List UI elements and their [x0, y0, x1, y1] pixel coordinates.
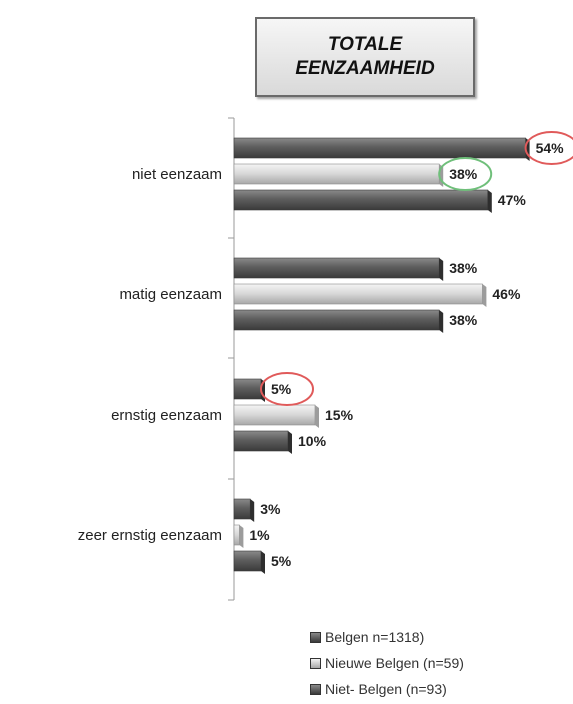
highlight-circle — [260, 372, 314, 406]
bar — [233, 257, 440, 279]
category-label: niet eenzaam — [132, 166, 222, 183]
data-label: 38% — [449, 260, 478, 276]
chart-title-box: TOTALE EENZAAMHEID — [255, 17, 475, 97]
data-label: 38% — [449, 166, 478, 182]
bar — [233, 137, 526, 159]
data-label: 5% — [271, 381, 292, 397]
category-label: ernstig eenzaam — [111, 407, 222, 424]
data-label: 1% — [249, 527, 270, 543]
highlight-circle — [524, 131, 573, 165]
bar — [233, 378, 262, 400]
bar — [233, 430, 289, 452]
legend-label: Nieuwe Belgen (n=59) — [325, 655, 464, 671]
data-label: 10% — [298, 433, 327, 449]
bar-side — [439, 258, 444, 281]
data-label: 15% — [325, 407, 354, 423]
bar-side — [439, 310, 444, 333]
category-label: zeer ernstig eenzaam — [78, 527, 222, 544]
data-label: 47% — [498, 192, 527, 208]
bar-side — [250, 499, 255, 522]
data-label: 5% — [271, 553, 292, 569]
bar — [233, 163, 440, 185]
bar-side — [482, 284, 487, 307]
legend-swatch — [310, 657, 321, 669]
bar-side — [487, 190, 492, 213]
bar-side — [315, 405, 319, 428]
bar-side — [261, 551, 265, 574]
chart-title-line1: TOTALE — [327, 34, 403, 55]
legend-swatch — [310, 683, 321, 695]
category-label: matig eenzaam — [119, 286, 222, 303]
bar-side — [239, 525, 244, 548]
bar — [233, 309, 440, 331]
bar-chart: niet eenzaam 54% 38% 47% matig eenzaam 38% 46%… — [78, 117, 573, 601]
legend-label: Niet- Belgen (n=93) — [325, 681, 447, 697]
legend-item: Niet- Belgen (n=93) — [310, 676, 464, 702]
data-label: 3% — [260, 501, 281, 517]
bar — [233, 189, 489, 211]
legend-item: Belgen n=1318) — [310, 624, 464, 650]
bar — [233, 404, 316, 426]
legend-item: Nieuwe Belgen (n=59) — [310, 650, 464, 676]
legend: Belgen n=1318) Nieuwe Belgen (n=59) Niet- … — [310, 624, 464, 702]
bar — [233, 550, 262, 572]
bar-side — [288, 431, 292, 454]
bar — [233, 524, 240, 546]
data-label: 54% — [536, 140, 565, 156]
legend-swatch — [310, 631, 321, 643]
data-label: 46% — [492, 286, 521, 302]
bar — [233, 283, 483, 305]
data-label: 38% — [449, 312, 478, 328]
highlight-circle — [438, 157, 493, 191]
chart-title-line2: EENZAAMHEID — [295, 58, 435, 79]
bar — [233, 498, 251, 520]
legend-label: Belgen n=1318) — [325, 629, 425, 645]
